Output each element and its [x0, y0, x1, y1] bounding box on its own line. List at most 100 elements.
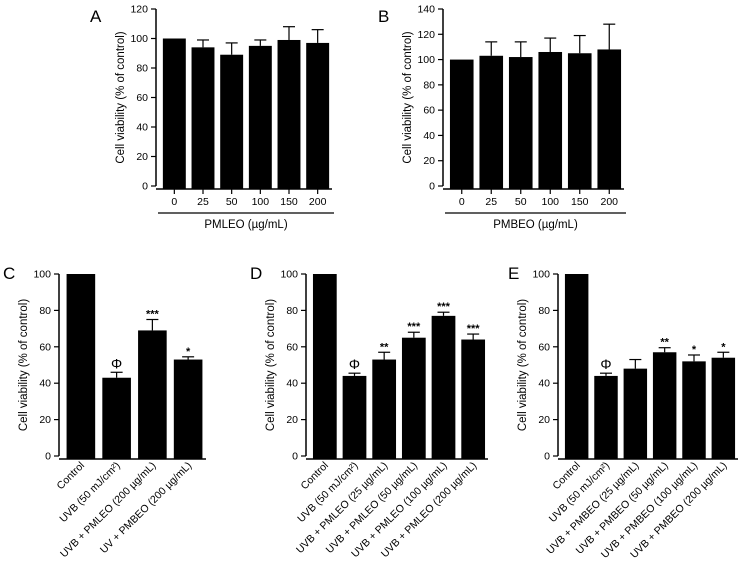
panel-letter: E	[508, 264, 519, 283]
significance-stars: *	[186, 346, 191, 358]
bar	[623, 368, 648, 459]
bar	[461, 339, 486, 459]
panel-letter: A	[90, 7, 102, 26]
x-tick-label: 25	[485, 196, 497, 208]
bar	[567, 53, 592, 189]
x-tick-label: Control	[55, 460, 87, 492]
bar	[306, 42, 330, 189]
y-tick-label: 20	[136, 151, 148, 163]
y-tick-label: 100	[417, 54, 435, 66]
x-tick-label: 100	[252, 196, 270, 208]
bar	[401, 337, 426, 459]
bar	[652, 352, 677, 459]
panel-letter: D	[250, 264, 262, 283]
x-tick-label: 50	[226, 196, 238, 208]
significance-phi: Φ	[349, 356, 360, 372]
y-tick-label: 0	[429, 181, 435, 193]
panel-letter: B	[378, 7, 389, 26]
significance-stars: *	[721, 341, 726, 353]
panel-a: A 0 20 40 60 80 100 120 Cell viability (% of con…	[90, 4, 334, 231]
y-tick-label: 100	[532, 269, 550, 281]
y-axis-label: Cell viability (% of control)	[115, 31, 127, 163]
bar	[508, 57, 533, 189]
bar	[277, 39, 301, 189]
x-tick-label: 0	[459, 196, 465, 208]
significance-stars: ***	[407, 321, 421, 333]
y-tick-label: 20	[423, 155, 435, 167]
y-tick-label: 140	[417, 4, 435, 16]
x-tick-label: 150	[571, 196, 589, 208]
y-tick-label: 0	[142, 181, 148, 193]
significance-stars: ***	[437, 301, 451, 313]
panel-c: C 0 20 40 60 80 100 Cell viability (% of contro…	[3, 264, 206, 560]
y-tick-label: 60	[136, 92, 148, 104]
bar	[138, 330, 167, 459]
panel-e: E 0 20 40 60 80 100 Cell viability (% of contro…	[508, 264, 738, 561]
bar	[711, 357, 736, 459]
y-tick-label: 80	[136, 63, 148, 75]
y-tick-label: 120	[130, 4, 148, 16]
y-tick-label: 20	[538, 414, 550, 426]
y-axis-label: Cell viability (% of control)	[517, 299, 529, 431]
x-axis-label: PMLEO (µg/mL)	[204, 219, 287, 231]
x-tick-label: 25	[197, 196, 209, 208]
bar	[66, 274, 96, 459]
y-tick-label: 80	[538, 305, 550, 317]
significance-stars: **	[380, 341, 389, 353]
y-tick-label: 20	[286, 414, 298, 426]
significance-stars: ***	[467, 323, 481, 335]
bar	[682, 361, 706, 459]
y-tick-label: 60	[39, 341, 51, 353]
bar	[594, 375, 618, 459]
y-tick-label: 40	[39, 378, 51, 390]
y-axis-label: Cell viability (% of control)	[18, 299, 30, 431]
y-tick-label: 40	[286, 378, 298, 390]
y-tick-label: 0	[45, 451, 51, 463]
significance-stars: **	[660, 337, 669, 349]
panel-b: B 0 20 40 60 80 100 120 140 Cell viability (% of …	[378, 4, 626, 231]
panel-letter: C	[3, 264, 15, 283]
bar	[538, 51, 563, 189]
y-tick-label: 40	[423, 130, 435, 142]
x-tick-label: 150	[280, 196, 298, 208]
bar	[342, 375, 367, 459]
y-tick-label: 120	[417, 29, 435, 41]
bar	[162, 38, 186, 189]
bar	[220, 54, 244, 189]
y-tick-label: 80	[39, 305, 51, 317]
bar	[449, 59, 474, 190]
x-tick-label: 50	[515, 196, 527, 208]
y-tick-label: 0	[544, 451, 550, 463]
x-axis-label: PMBEO (µg/mL)	[493, 219, 578, 231]
y-tick-label: 60	[423, 105, 435, 117]
y-tick-label: 80	[286, 305, 298, 317]
x-tick-label: 200	[309, 196, 327, 208]
bar	[372, 359, 397, 459]
x-tick-label: 0	[171, 196, 177, 208]
bar	[102, 377, 131, 459]
bar	[248, 45, 272, 189]
y-tick-label: 0	[292, 451, 298, 463]
y-tick-label: 100	[130, 33, 148, 45]
significance-stars: *	[692, 344, 697, 356]
bar	[312, 274, 337, 459]
bar	[479, 55, 504, 190]
y-axis-label: Cell viability (% of control)	[402, 31, 414, 163]
bar	[597, 49, 622, 190]
y-tick-label: 60	[286, 341, 298, 353]
x-tick-label: UVB (50 mJ/cm²)	[57, 460, 122, 525]
panel-d: D 0 20 40 60 80 100 Cell viability (% of contro…	[250, 264, 488, 560]
bar	[173, 359, 203, 459]
y-tick-label: 100	[280, 269, 298, 281]
significance-phi: Φ	[111, 355, 122, 371]
y-tick-label: 40	[538, 378, 550, 390]
bar	[431, 315, 456, 459]
y-tick-label: 20	[39, 414, 51, 426]
y-tick-label: 100	[33, 269, 51, 281]
bar	[191, 47, 215, 189]
y-axis-label: Cell viability (% of control)	[265, 299, 277, 431]
bar	[564, 274, 589, 459]
x-tick-label: 200	[600, 196, 618, 208]
y-tick-label: 80	[423, 79, 435, 91]
